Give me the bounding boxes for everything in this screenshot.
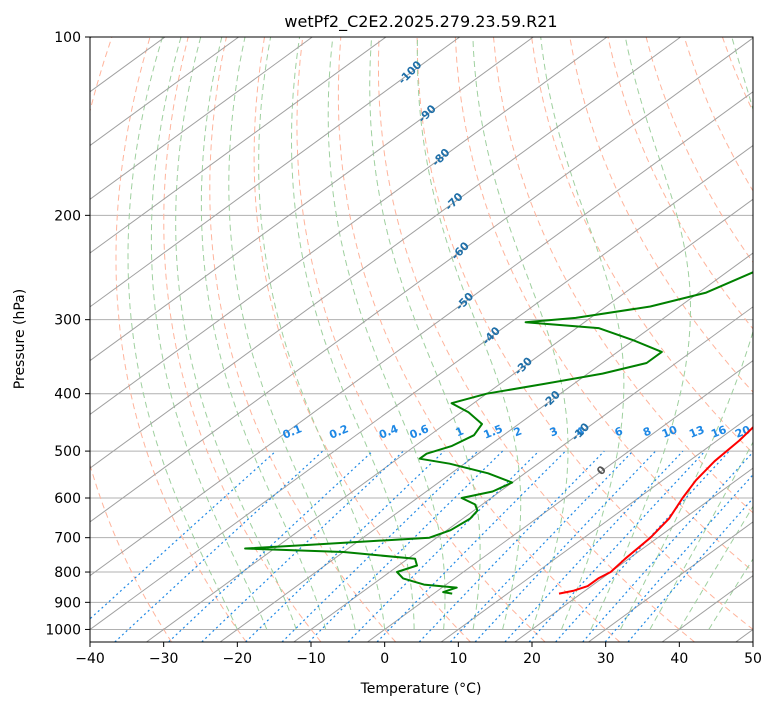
moist-adiabat-line [619, 37, 753, 630]
x-tick-label: 10 [449, 651, 467, 667]
mixing-ratio-line [582, 451, 753, 642]
dry-adiabat-label: 30 [764, 555, 775, 575]
dry-adiabat-label: 40 [770, 583, 775, 603]
mixing-ratio-label: 10 [660, 423, 679, 441]
x-tick-label: −40 [75, 651, 105, 667]
y-tick-label: 900 [54, 595, 81, 611]
mixing-ratio-line [308, 450, 504, 642]
x-tick-label: 40 [670, 651, 688, 667]
axes: −40 −30 −20 −10 0 10 20 30 40 50 100 200 300 400 500 60… [45, 30, 762, 667]
mixing-ratio-line [418, 450, 605, 642]
dry-adiabat-line [90, 37, 173, 642]
y-tick-label: 400 [54, 387, 81, 403]
isotherm-line [293, 306, 753, 642]
moist-adiabat-line [540, 37, 625, 630]
y-tick-label: 600 [54, 491, 81, 507]
moist-adiabat-line [150, 37, 268, 630]
isotherm-line [90, 37, 460, 308]
dry-adiabat-line [761, 37, 775, 642]
dry-adiabat-label: 20 [763, 523, 775, 543]
isotherm-line [90, 37, 313, 200]
plot-frame [89, 36, 754, 643]
moist-adiabat-line [228, 37, 356, 630]
isotherm-line [90, 37, 753, 523]
mixing-ratio-line [90, 450, 277, 620]
moist-adiabat-line [327, 37, 446, 630]
isotherm-line [440, 413, 753, 642]
dry-adiabat-line [115, 37, 247, 642]
moist-adiabat-line [369, 37, 481, 630]
mixing-ratio-label: 25 [758, 423, 775, 441]
mixing-ratio-label: 8 [641, 424, 653, 439]
x-tick-label: −10 [296, 651, 326, 667]
y-tick-label: 200 [54, 208, 81, 224]
dry-adiabat-label: 10 [756, 496, 775, 516]
isotherm-line [588, 521, 753, 642]
x-axis-label: Temperature (°C) [360, 681, 482, 697]
x-tick-label: 30 [597, 651, 615, 667]
mixing-ratio-label: 16 [709, 423, 728, 441]
mixing-ratio-line [604, 473, 753, 642]
isotherm-line [90, 37, 681, 469]
dry-adiabat-line [607, 37, 753, 330]
mixing-ratio-line [168, 450, 374, 642]
mixing-ratio-line [528, 450, 706, 642]
dry-adiabat-line [454, 37, 753, 573]
moist-adiabat-line [649, 441, 753, 630]
moist-adiabat-line [416, 37, 522, 630]
mixing-ratio-line [504, 450, 684, 642]
moist-adiabat-line [590, 37, 691, 630]
isotherm-line [90, 37, 534, 362]
mixing-ratio-label: 1 [454, 424, 466, 439]
x-tick-label: −30 [149, 651, 179, 667]
isotherm-line [514, 467, 753, 642]
y-tick-label: 800 [54, 565, 81, 581]
mixing-ratio-label: 3 [548, 424, 560, 439]
mixing-ratio-line [555, 450, 730, 642]
mixing-ratio-lines [90, 450, 753, 642]
mixing-ratio-label: 20 [733, 423, 752, 441]
y-tick-label: 100 [54, 30, 81, 46]
isotherm-line [146, 198, 753, 642]
moist-adiabats [127, 37, 753, 630]
mixing-ratio-line [281, 450, 479, 642]
y-tick-label: 300 [54, 313, 81, 329]
moist-adiabat-line [258, 37, 386, 630]
mixing-ratio-label: 2 [512, 424, 524, 439]
isotherm-line [90, 144, 753, 631]
profile-series [244, 271, 753, 595]
plot-area [90, 37, 753, 642]
x-tick-label: 50 [744, 651, 762, 667]
dry-adiabat-line [569, 37, 753, 393]
x-tick-label: 0 [380, 651, 389, 667]
chart-title: wetPf2_C2E2.2025.279.23.59.R21 [284, 12, 557, 32]
temperature-profile-line [558, 425, 753, 595]
y-tick-label: 700 [54, 531, 81, 547]
isotherm-line [90, 37, 608, 415]
y-axis-label: Pressure (hPa) [12, 289, 28, 389]
mixing-ratio-line [114, 450, 324, 642]
isotherm-line [90, 37, 387, 254]
mixing-ratio-label: 13 [687, 423, 706, 441]
moist-adiabat-line [472, 37, 569, 630]
mixing-ratio-line [627, 497, 753, 642]
x-tick-label: −20 [223, 651, 253, 667]
isotherm-line [90, 91, 753, 577]
dry-adiabat-line [296, 37, 546, 642]
mixing-ratio-line [474, 450, 657, 642]
isotherm-line [367, 359, 753, 642]
y-tick-label: 1000 [45, 622, 81, 638]
isotherm-line [90, 37, 239, 147]
moist-adiabat-line [175, 37, 297, 630]
x-tick-label: 20 [523, 651, 541, 667]
dewpoint-profile-line [244, 271, 753, 595]
moist-adiabat-line [290, 37, 415, 630]
y-tick-label: 500 [54, 444, 81, 460]
dry-adiabat-line [253, 37, 471, 642]
moist-adiabat-line [200, 37, 327, 630]
